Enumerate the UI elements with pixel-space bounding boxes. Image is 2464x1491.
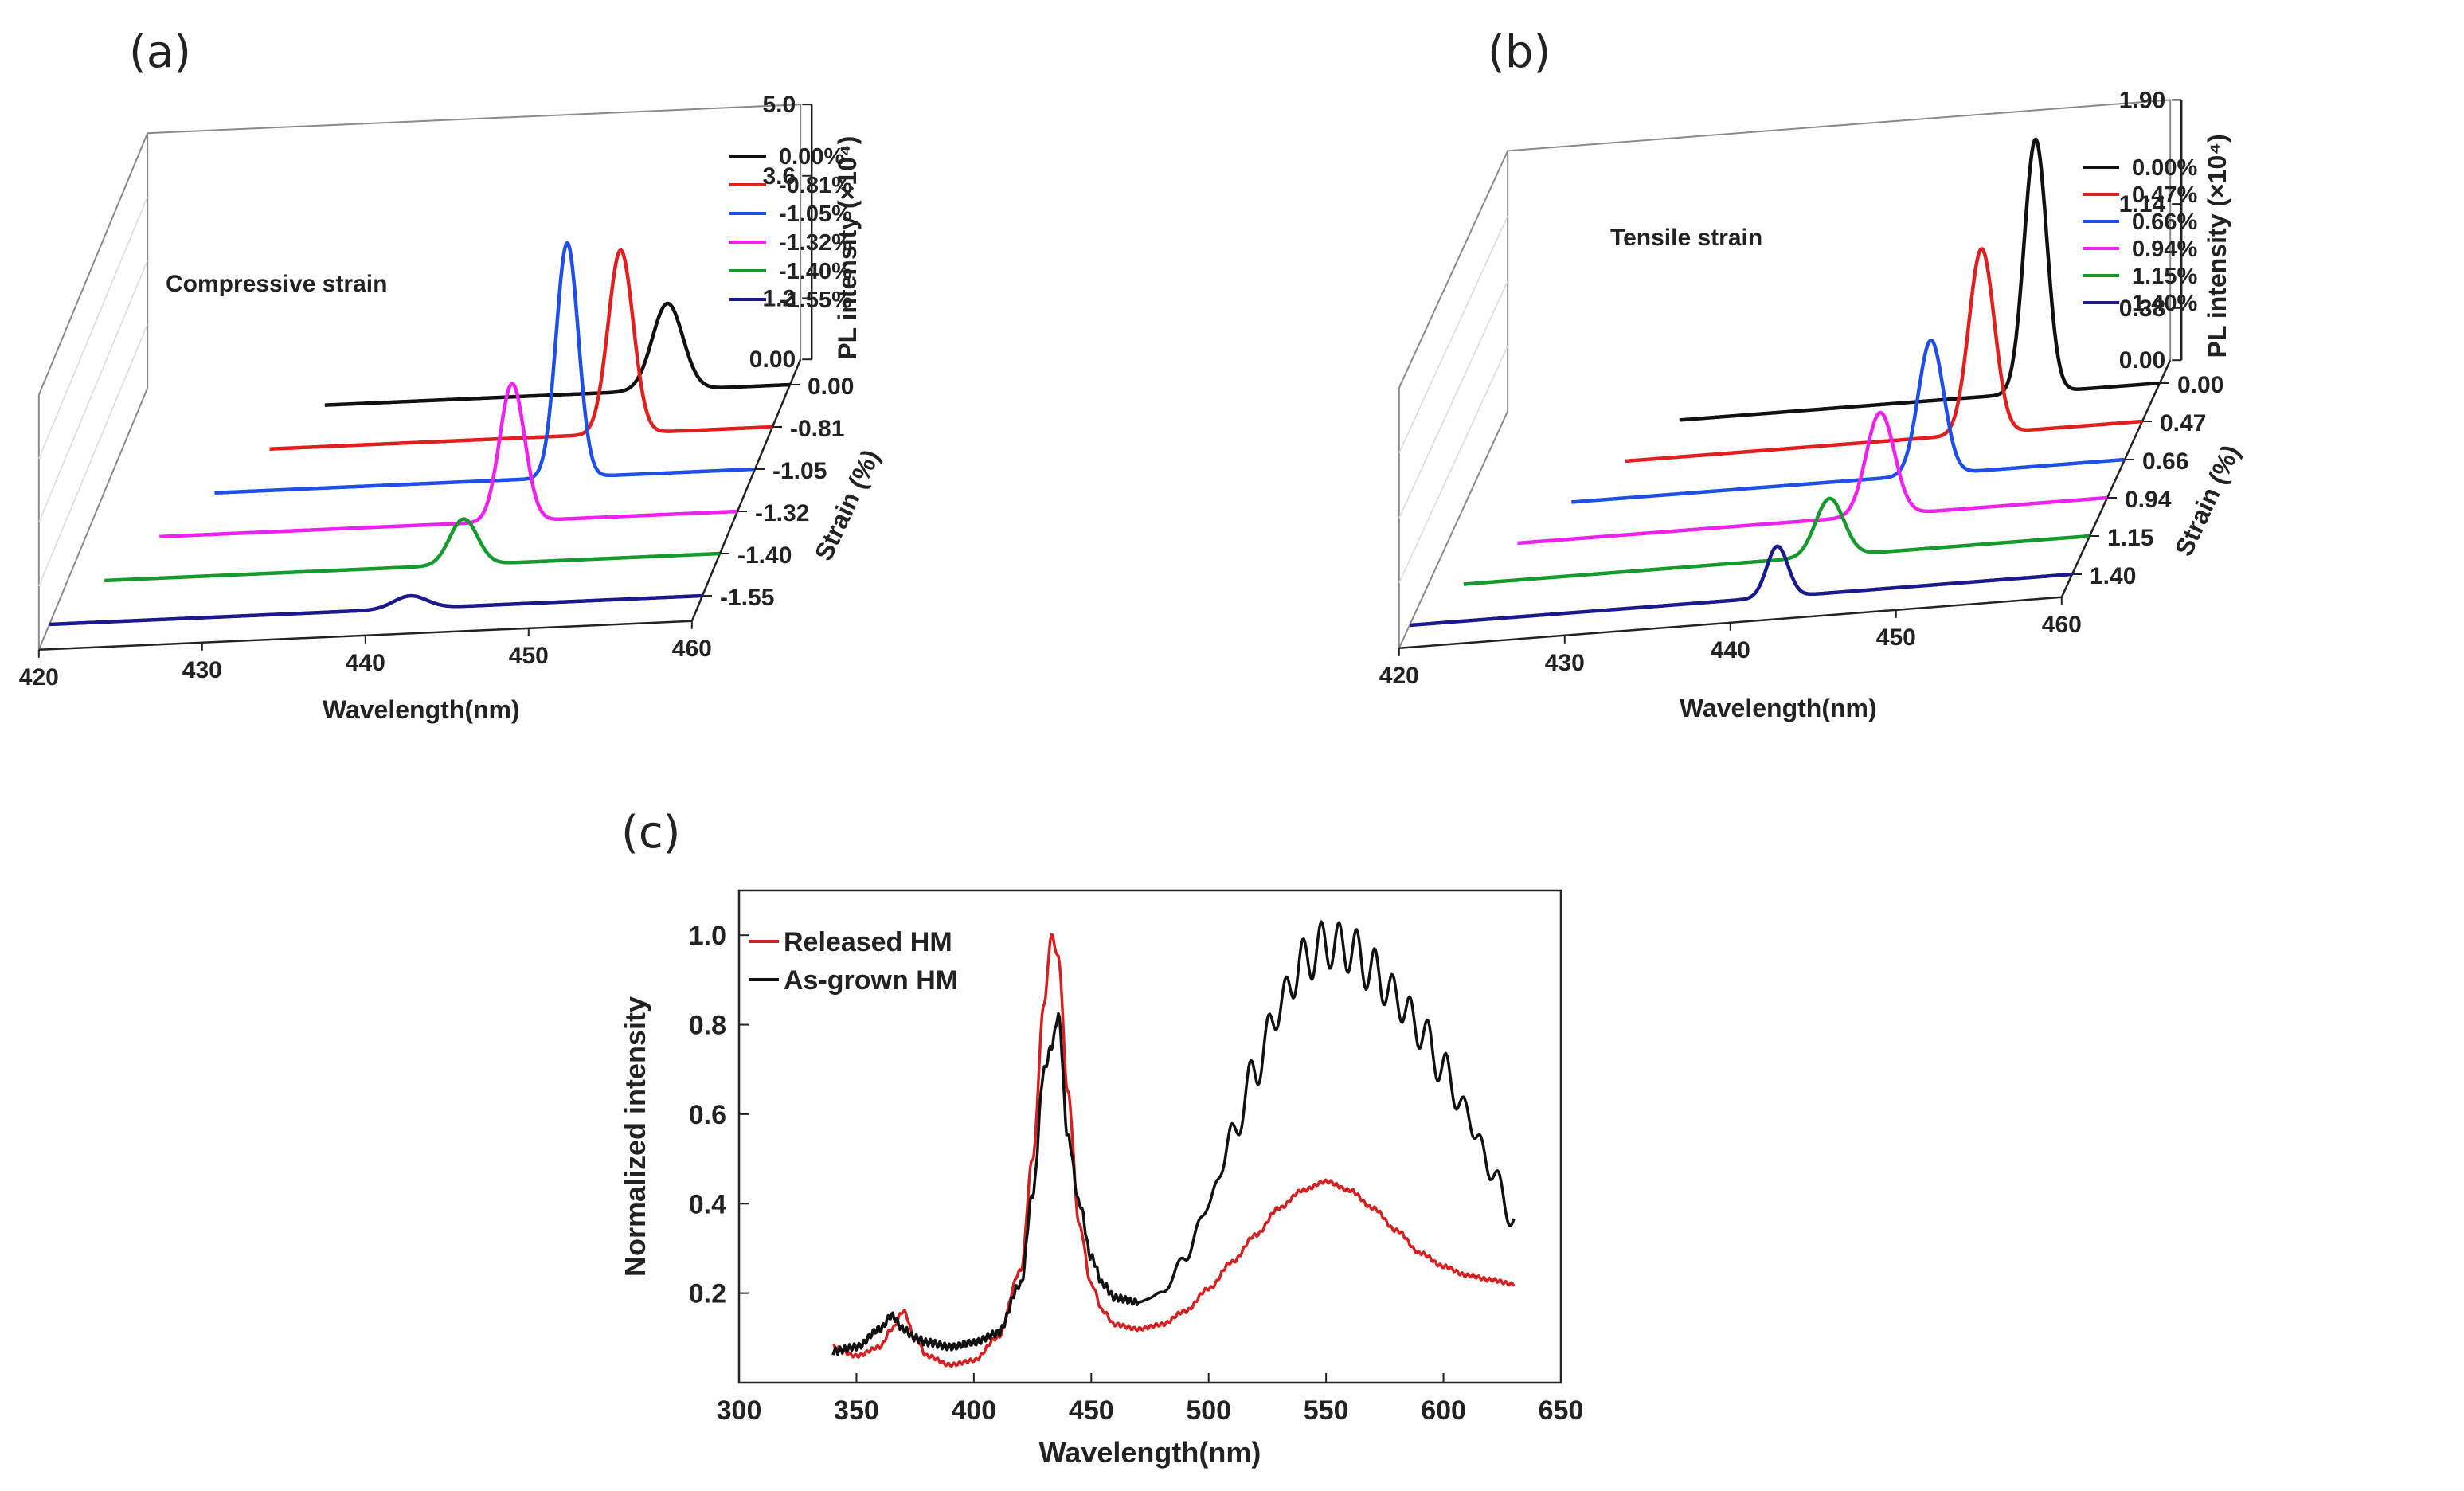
spectrum-line — [1570, 338, 2125, 504]
x-tick-label: 550 — [1304, 1395, 1349, 1426]
z-tick-label: 1.90 — [2119, 87, 2165, 113]
plot-frame — [737, 889, 1562, 1384]
wall-grid-line — [38, 260, 148, 523]
chart-annotation: Tensile strain — [1610, 225, 1762, 251]
chart-annotation: Compressive strain — [166, 271, 387, 297]
legend-label: 0.94% — [2132, 237, 2197, 262]
y-tick-label: 0.4 — [689, 1189, 726, 1219]
z-tick-label: 0.00 — [749, 346, 796, 373]
strain-tick-label: 0.00 — [808, 374, 854, 400]
x-axis-title: Wavelength(nm) — [1680, 694, 1877, 722]
strain-tick-label: 0.47 — [2160, 410, 2206, 436]
y-tick-label: 0.6 — [689, 1100, 726, 1130]
strain-tick-label: 0.00 — [2177, 372, 2223, 398]
strain-tick-label: 1.40 — [2090, 563, 2136, 589]
z-tick-label: 0.00 — [2119, 347, 2165, 374]
legend-label: 0.66% — [2132, 209, 2197, 235]
x-tick-label: 430 — [182, 657, 222, 683]
x-tick-label: 440 — [1711, 637, 1750, 663]
spectrum-line — [1463, 496, 2090, 586]
x-tick-label: 430 — [1545, 650, 1585, 676]
y-axis-title: Normalized intensity — [619, 996, 651, 1277]
x-tick-label: 400 — [951, 1395, 996, 1426]
z-tick-label: 5.0 — [762, 92, 796, 118]
x-tick-label: 460 — [672, 636, 712, 662]
series-line — [831, 920, 1516, 1356]
series-line — [832, 933, 1516, 1368]
z-tick-label: 0.38 — [2119, 295, 2165, 322]
x-tick-label: 440 — [346, 650, 385, 676]
strain-tick-label: -1.40 — [737, 542, 792, 569]
legend-label: 0.00% — [2132, 155, 2197, 181]
spectrum-line — [324, 301, 791, 407]
x-tick-label: 450 — [509, 643, 549, 669]
strain-tick-label: -1.32 — [755, 500, 809, 526]
panel-label-b: (b) — [1488, 26, 1551, 78]
z-tick-label: 3.6 — [762, 163, 796, 190]
y-tick-label: 0.8 — [689, 1011, 726, 1041]
x-tick-label: 450 — [1069, 1395, 1114, 1426]
strain-axis-line — [2060, 359, 2172, 598]
spectrum-line — [213, 241, 755, 495]
z-tick-label: 1.2 — [762, 285, 796, 311]
wall-grid-line — [1398, 215, 1508, 454]
strain-tick-label: 1.15 — [2107, 525, 2153, 551]
strain-tick-label: 0.94 — [2125, 487, 2172, 513]
spectrum-line — [158, 382, 737, 539]
wall-grid-line — [38, 196, 148, 460]
wall-grid-line — [38, 323, 148, 587]
strain-tick-label: 0.66 — [2142, 448, 2188, 475]
chart-c-normalized-spectra: 300 350 400 450 500 550 600 650 0.2 0.4 0.6 0.8 1.0 W… — [619, 889, 1584, 1469]
y-tick-label: 1.0 — [689, 921, 726, 951]
z-axis-title: PL intensity (×10⁴) — [2203, 134, 2231, 358]
z-tick-label: 1.14 — [2119, 191, 2166, 217]
legend-label: Released HM — [784, 927, 952, 957]
x-axis-title: Wavelength(nm) — [323, 695, 520, 724]
legend-label: 0.47% — [2132, 182, 2197, 208]
chart-b-3d-waterfall: 420 430 440 450 460 Wavelength(nm) 1.40 1.15 0.9… — [1379, 87, 2246, 722]
strain-tick-label: -0.81 — [790, 416, 844, 442]
x-tick-label: 350 — [834, 1395, 879, 1426]
spectrum-line — [104, 517, 721, 583]
strain-tick-label: -1.55 — [720, 585, 774, 611]
legend-label: 1.40% — [2132, 291, 2197, 316]
strain-axis-line — [690, 358, 802, 622]
strain-tick-label: -1.05 — [772, 458, 827, 484]
legend-label: -1.40% — [779, 259, 852, 284]
x-tick-label: 600 — [1421, 1395, 1466, 1426]
panel-label-a: (a) — [129, 26, 191, 78]
x-tick-label: 500 — [1186, 1395, 1231, 1426]
legend-label: -1.05% — [779, 202, 852, 227]
x-tick-label: 460 — [2042, 612, 2082, 638]
spectrum-line — [1409, 544, 2073, 628]
y-tick-label: 0.2 — [689, 1279, 726, 1309]
wall-grid-line — [1398, 280, 1508, 519]
legend-label: 1.15% — [2132, 264, 2197, 289]
wall-grid-line — [1398, 346, 1508, 584]
spectrum-line — [268, 248, 773, 451]
x-tick-label: 450 — [1876, 624, 1916, 651]
x-axis-title: Wavelength(nm) — [1039, 1436, 1261, 1469]
legend-label: -1.32% — [779, 230, 852, 256]
x-tick-label: 420 — [19, 664, 59, 691]
legend-label: -1.55% — [779, 288, 852, 313]
x-tick-label: 650 — [1539, 1395, 1584, 1426]
spectrum-line — [1679, 137, 2160, 422]
chart-a-3d-waterfall: 420 430 440 450 460 Wavelength(nm) -1.55 -1.40 -… — [19, 92, 886, 724]
legend-label: 0.00% — [779, 144, 844, 170]
spectrum-line — [49, 593, 703, 627]
legend-label: -0.81% — [779, 173, 852, 198]
spectrum-line — [1625, 247, 2143, 464]
spectrum-line — [1516, 410, 2108, 546]
panel-label-c: (c) — [621, 807, 680, 859]
legend-label: As-grown HM — [784, 965, 958, 996]
x-tick-label: 420 — [1379, 663, 1419, 689]
z-axis-title: PL intensity (×10⁴) — [833, 136, 862, 360]
x-tick-label: 300 — [717, 1395, 762, 1426]
